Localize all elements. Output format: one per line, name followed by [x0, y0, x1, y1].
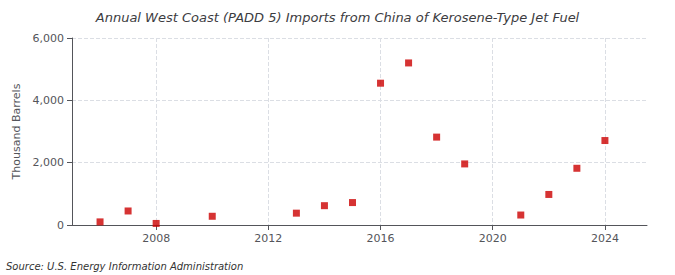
- svg-text:0: 0: [57, 219, 64, 232]
- svg-text:2012: 2012: [254, 232, 282, 245]
- svg-text:2016: 2016: [367, 232, 395, 245]
- svg-text:Annual West Coast (PADD 5) Imp: Annual West Coast (PADD 5) Imports from …: [95, 10, 580, 25]
- svg-text:Source: U.S. Energy Informatio: Source: U.S. Energy Information Administ…: [6, 261, 243, 272]
- svg-text:2008: 2008: [142, 232, 170, 245]
- svg-text:2024: 2024: [591, 232, 619, 245]
- svg-text:2020: 2020: [479, 232, 507, 245]
- svg-text:4,000: 4,000: [33, 94, 65, 107]
- svg-text:2,000: 2,000: [33, 156, 65, 169]
- svg-text:6,000: 6,000: [33, 32, 65, 45]
- svg-text:Thousand Barrels: Thousand Barrels: [10, 83, 23, 180]
